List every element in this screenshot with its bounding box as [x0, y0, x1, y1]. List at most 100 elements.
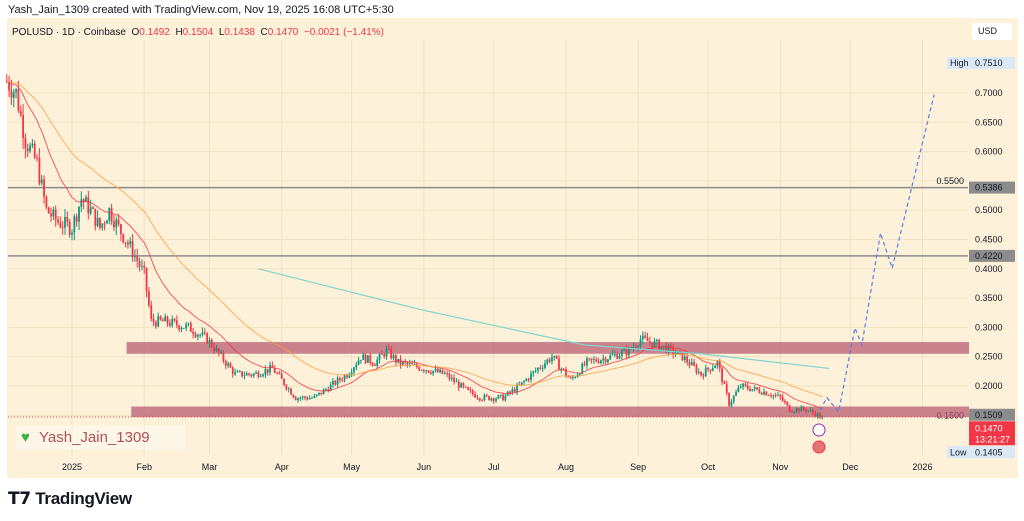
- candle-body: [287, 388, 290, 390]
- candle-body: [297, 398, 299, 401]
- candle-body: [784, 400, 786, 403]
- x-tick-label: Jun: [417, 462, 432, 472]
- chart-pane[interactable]: [7, 18, 1018, 478]
- candle-body: [334, 381, 337, 385]
- candle-body: [600, 360, 602, 364]
- candle-body: [252, 373, 255, 376]
- candle-body: [45, 196, 48, 208]
- candle-body: [280, 373, 283, 379]
- candle-body: [651, 342, 654, 347]
- open-label: O: [131, 27, 140, 38]
- candle-body: [641, 335, 644, 340]
- candle-body: [795, 408, 798, 412]
- candle-body: [742, 383, 744, 387]
- candle-body: [311, 397, 313, 399]
- candle-body: [152, 318, 155, 323]
- candle-body: [262, 374, 264, 376]
- candle-body: [441, 369, 444, 374]
- candle-body: [166, 316, 169, 324]
- candle-body: [43, 179, 45, 197]
- candle-body: [278, 373, 281, 375]
- candle-body: [760, 392, 763, 395]
- candle-body: [805, 409, 807, 412]
- candle-body: [327, 389, 330, 392]
- candle-body: [613, 354, 616, 355]
- candle-body: [758, 389, 761, 393]
- candle-body: [131, 241, 134, 257]
- candle-body: [464, 386, 467, 388]
- candle-body: [413, 363, 416, 365]
- candle-body: [360, 359, 362, 361]
- candle-body: [532, 371, 535, 374]
- candle-body: [339, 377, 341, 380]
- candle-body: [189, 323, 192, 332]
- candle-body: [78, 206, 80, 222]
- candle-body: [322, 389, 325, 395]
- open-value: 0.1492: [139, 27, 170, 38]
- candle-body: [290, 388, 292, 395]
- candle-body: [690, 362, 693, 366]
- candle-body: [210, 339, 213, 348]
- candle-body: [320, 392, 323, 395]
- candle-body: [737, 387, 740, 392]
- candle-body: [64, 217, 66, 228]
- candle-body: [700, 371, 702, 376]
- candle-body: [702, 375, 705, 377]
- x-tick-label: Apr: [275, 462, 289, 472]
- candle-body: [313, 395, 316, 398]
- candle-body: [143, 265, 146, 268]
- candle-body: [819, 413, 821, 418]
- candle-body: [371, 362, 374, 365]
- candle-body: [259, 375, 262, 377]
- candle-body: [660, 346, 663, 350]
- candle-body: [672, 347, 675, 355]
- candle-body: [329, 384, 332, 392]
- candle-body: [709, 369, 712, 371]
- y-tick-label: 0.2000: [975, 381, 1003, 391]
- candle-body: [513, 389, 516, 393]
- candle-body: [180, 328, 183, 330]
- candle-body: [551, 356, 553, 362]
- candle-body: [92, 207, 94, 209]
- candle-body: [425, 370, 428, 372]
- candle-body: [800, 407, 803, 412]
- support-resistance-zone: [126, 342, 970, 354]
- candle-body: [94, 208, 97, 227]
- candle-body: [443, 373, 446, 375]
- candle-body: [637, 346, 640, 348]
- candle-body: [648, 341, 651, 343]
- candle-body: [739, 386, 742, 388]
- candle-body: [467, 387, 469, 390]
- candle-body: [511, 389, 514, 393]
- candle-body: [662, 345, 665, 347]
- candle-body: [695, 365, 698, 373]
- candle-body: [539, 367, 542, 369]
- candle-body: [770, 395, 772, 397]
- candle-body: [59, 222, 62, 228]
- high-badge: [969, 57, 1015, 69]
- y-tick-label: 0.4500: [975, 235, 1003, 245]
- x-tick-label: Sep: [630, 462, 646, 472]
- candle-body: [607, 359, 609, 363]
- candle-body: [196, 334, 199, 337]
- symbol-info[interactable]: POLUSD · 1D · Coinbase: [12, 27, 126, 38]
- watermark-text: Yash_Jain_1309: [39, 429, 150, 446]
- low-value: 0.1438: [224, 27, 255, 38]
- candle-body: [50, 213, 52, 217]
- candle-body: [504, 395, 507, 401]
- tradingview-logo[interactable]: 𝗧𝟳 TradingView: [8, 489, 132, 509]
- projection-path: [819, 94, 935, 414]
- candle-body: [182, 328, 185, 329]
- candle-body: [31, 143, 34, 146]
- candle-body: [665, 345, 668, 353]
- currency-button[interactable]: USD: [972, 23, 1012, 40]
- candle-body: [604, 358, 607, 363]
- candle-body: [427, 370, 430, 373]
- candle-body: [276, 372, 278, 374]
- candle-body: [26, 148, 29, 152]
- high-tag: [947, 57, 971, 69]
- candle-body: [54, 209, 57, 220]
- candle-body: [814, 412, 817, 417]
- candle-body: [178, 325, 181, 330]
- low-label: Low: [950, 447, 967, 457]
